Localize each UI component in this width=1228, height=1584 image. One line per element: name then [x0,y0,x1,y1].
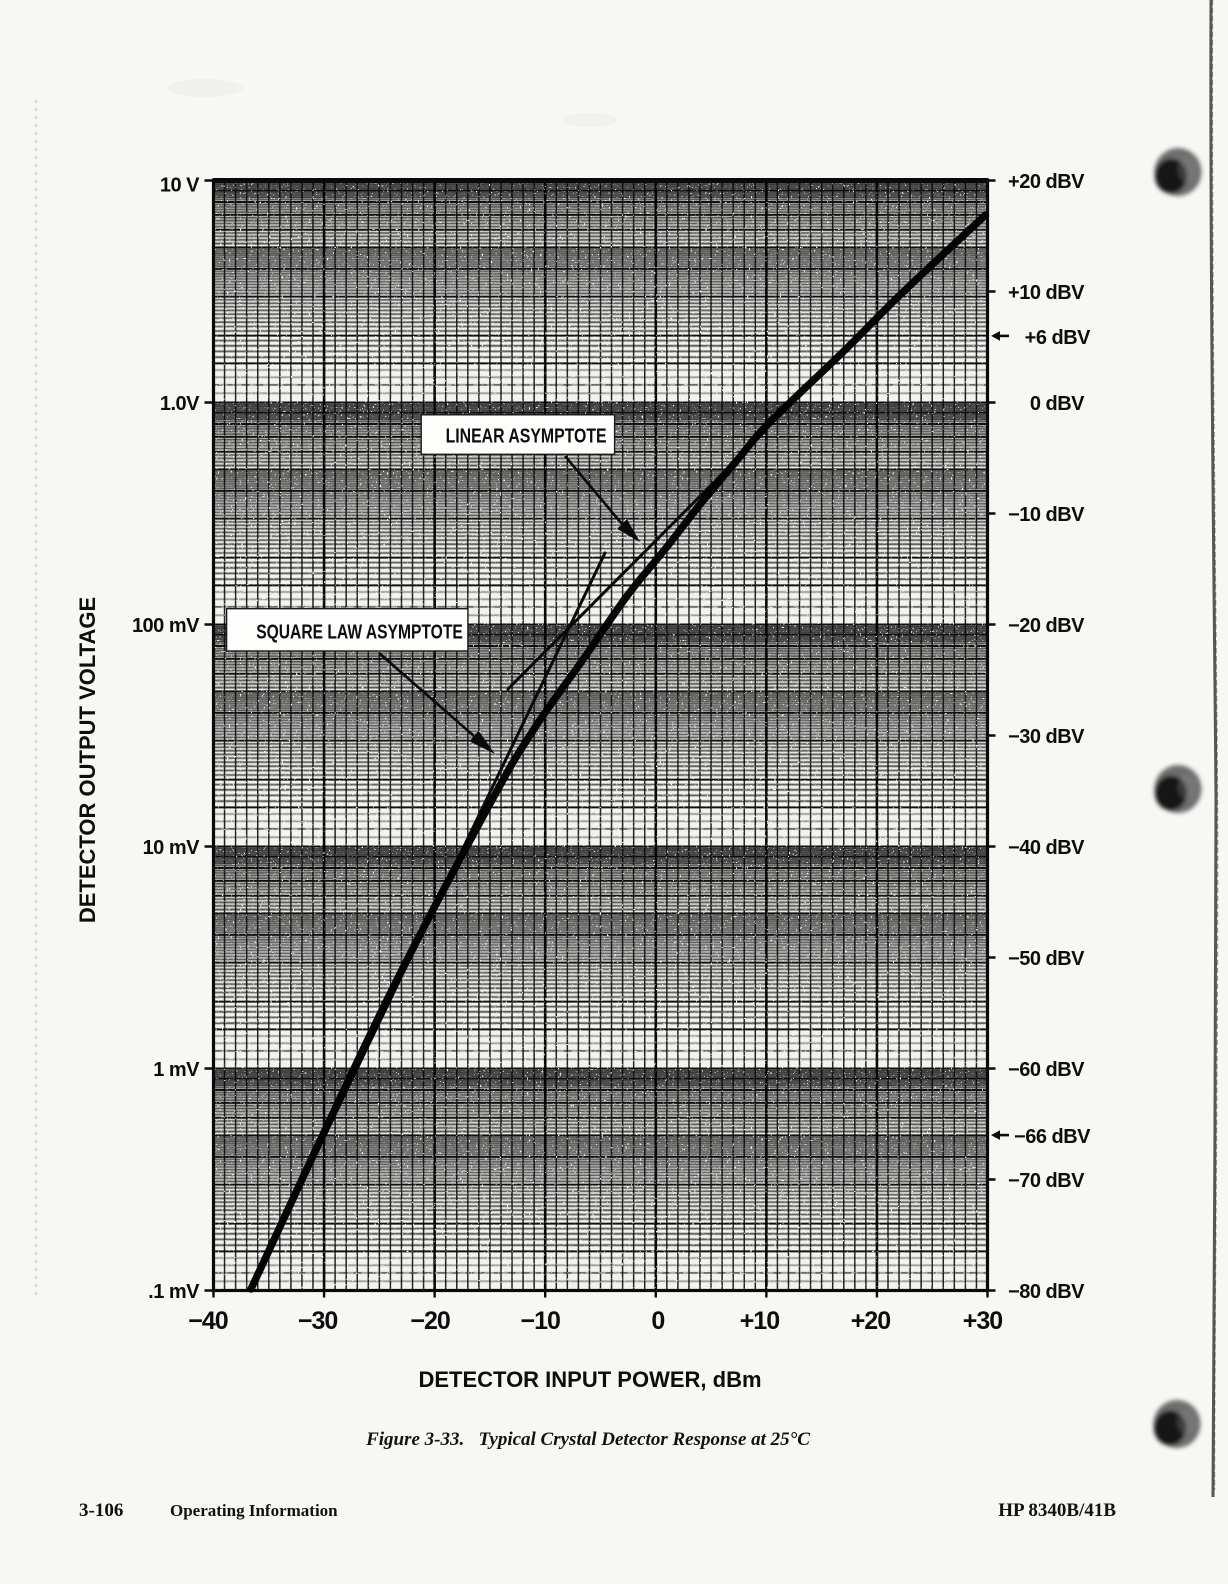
svg-text:HP 8340B/41B: HP 8340B/41B [998,1500,1116,1521]
svg-text:+30: +30 [963,1307,1003,1335]
svg-text:+10 dBV: +10 dBV [1008,282,1085,304]
svg-text:−50 dBV: −50 dBV [1008,948,1085,970]
svg-text:+20: +20 [851,1307,891,1335]
svg-text:+10: +10 [740,1307,780,1335]
svg-text:100 mV: 100 mV [132,615,200,637]
svg-text:10 V: 10 V [160,175,200,197]
svg-text:−20 dBV: −20 dBV [1008,615,1085,637]
svg-text:−60 dBV: −60 dBV [1008,1059,1085,1081]
svg-text:DETECTOR OUTPUT VOLTAGE: DETECTOR OUTPUT VOLTAGE [75,597,100,923]
svg-text:SQUARE LAW ASYMPTOTE: SQUARE LAW ASYMPTOTE [256,620,463,643]
svg-text:−10: −10 [520,1307,560,1335]
svg-text:−40 dBV: −40 dBV [1008,837,1085,859]
svg-text:−10 dBV: −10 dBV [1008,504,1085,526]
svg-text:LINEAR ASYMPTOTE: LINEAR ASYMPTOTE [446,425,607,448]
svg-text:−30: −30 [298,1307,338,1335]
svg-text:0 dBV: 0 dBV [1030,393,1085,415]
svg-text:3-106: 3-106 [79,1500,123,1521]
svg-text:+6 dBV: +6 dBV [1025,327,1092,349]
svg-text:−30 dBV: −30 dBV [1008,726,1085,748]
svg-text:−40: −40 [188,1307,228,1335]
svg-text:−66 dBV: −66 dBV [1014,1126,1091,1148]
svg-text:+20 dBV: +20 dBV [1008,171,1085,193]
svg-text:.1 mV: .1 mV [148,1281,200,1303]
svg-text:0: 0 [651,1307,664,1335]
svg-text:−20: −20 [410,1307,450,1335]
svg-text:−70 dBV: −70 dBV [1008,1170,1085,1192]
svg-text:Operating Information: Operating Information [170,1501,338,1520]
svg-text:10 mV: 10 mV [143,837,201,859]
svg-text:Figure 3-33. Typical Crystal: Figure 3-33. Typical Crystal Detector Re… [365,1429,810,1450]
svg-text:DETECTOR INPUT POWER, dBm: DETECTOR INPUT POWER, dBm [418,1367,761,1392]
svg-text:1 mV: 1 mV [153,1059,200,1081]
svg-text:1.0V: 1.0V [160,393,200,415]
svg-text:−80 dBV: −80 dBV [1008,1281,1085,1303]
